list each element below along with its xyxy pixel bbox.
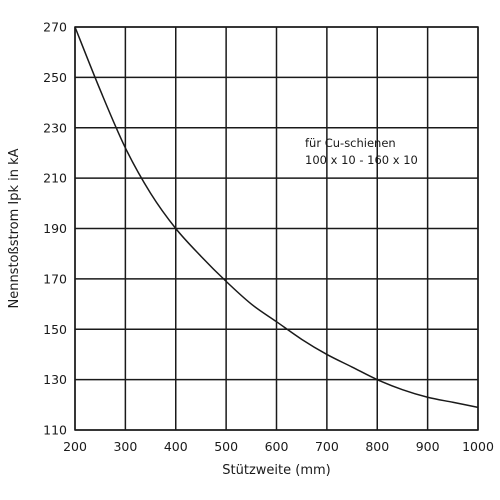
x-axis-ticks: 200 300 400 500 600 700 800 900 1000: [63, 439, 494, 454]
y-tick-label: 150: [43, 322, 67, 337]
y-tick-label: 270: [43, 20, 67, 35]
x-tick-label: 900: [416, 439, 440, 454]
x-tick-label: 500: [214, 439, 238, 454]
y-axis-label: Nennstoßstrom Ipk in kA: [7, 148, 22, 308]
y-tick-label: 130: [43, 372, 67, 387]
x-tick-label: 800: [365, 439, 389, 454]
y-tick-label: 170: [43, 271, 67, 286]
grid: [74, 26, 479, 431]
y-tick-label: 110: [43, 423, 67, 438]
annotation-line-1: für Cu-schienen: [305, 136, 396, 150]
x-tick-label: 700: [315, 439, 339, 454]
y-tick-label: 210: [43, 171, 67, 186]
x-tick-label: 300: [113, 439, 137, 454]
y-axis-ticks: 110 130 150 170 190 210 230 250 270: [43, 20, 67, 438]
x-tick-label: 600: [265, 439, 289, 454]
annotation-line-2: 100 x 10 - 160 x 10: [305, 153, 418, 167]
x-tick-label: 200: [63, 439, 87, 454]
y-tick-label: 190: [43, 221, 67, 236]
x-tick-label: 400: [164, 439, 188, 454]
x-tick-label: 1000: [462, 439, 494, 454]
x-axis-label: Stützweite (mm): [222, 463, 330, 478]
series-line: [74, 26, 479, 409]
y-tick-label: 250: [43, 70, 67, 85]
plot-frame: [74, 26, 479, 431]
y-tick-label: 230: [43, 120, 67, 135]
